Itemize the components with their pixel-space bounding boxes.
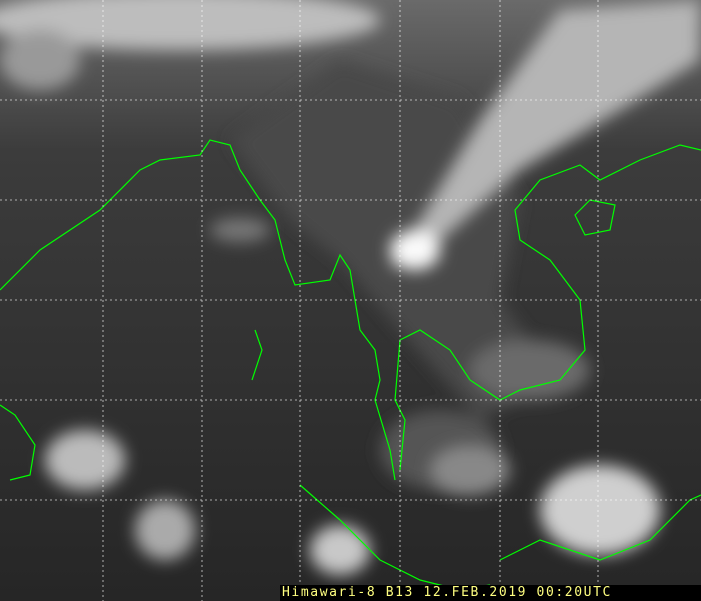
clouds	[0, 0, 700, 575]
image-caption: Himawari-8 B13 12.FEB.2019 00:20UTC	[280, 585, 701, 601]
coastlines	[0, 139, 701, 591]
